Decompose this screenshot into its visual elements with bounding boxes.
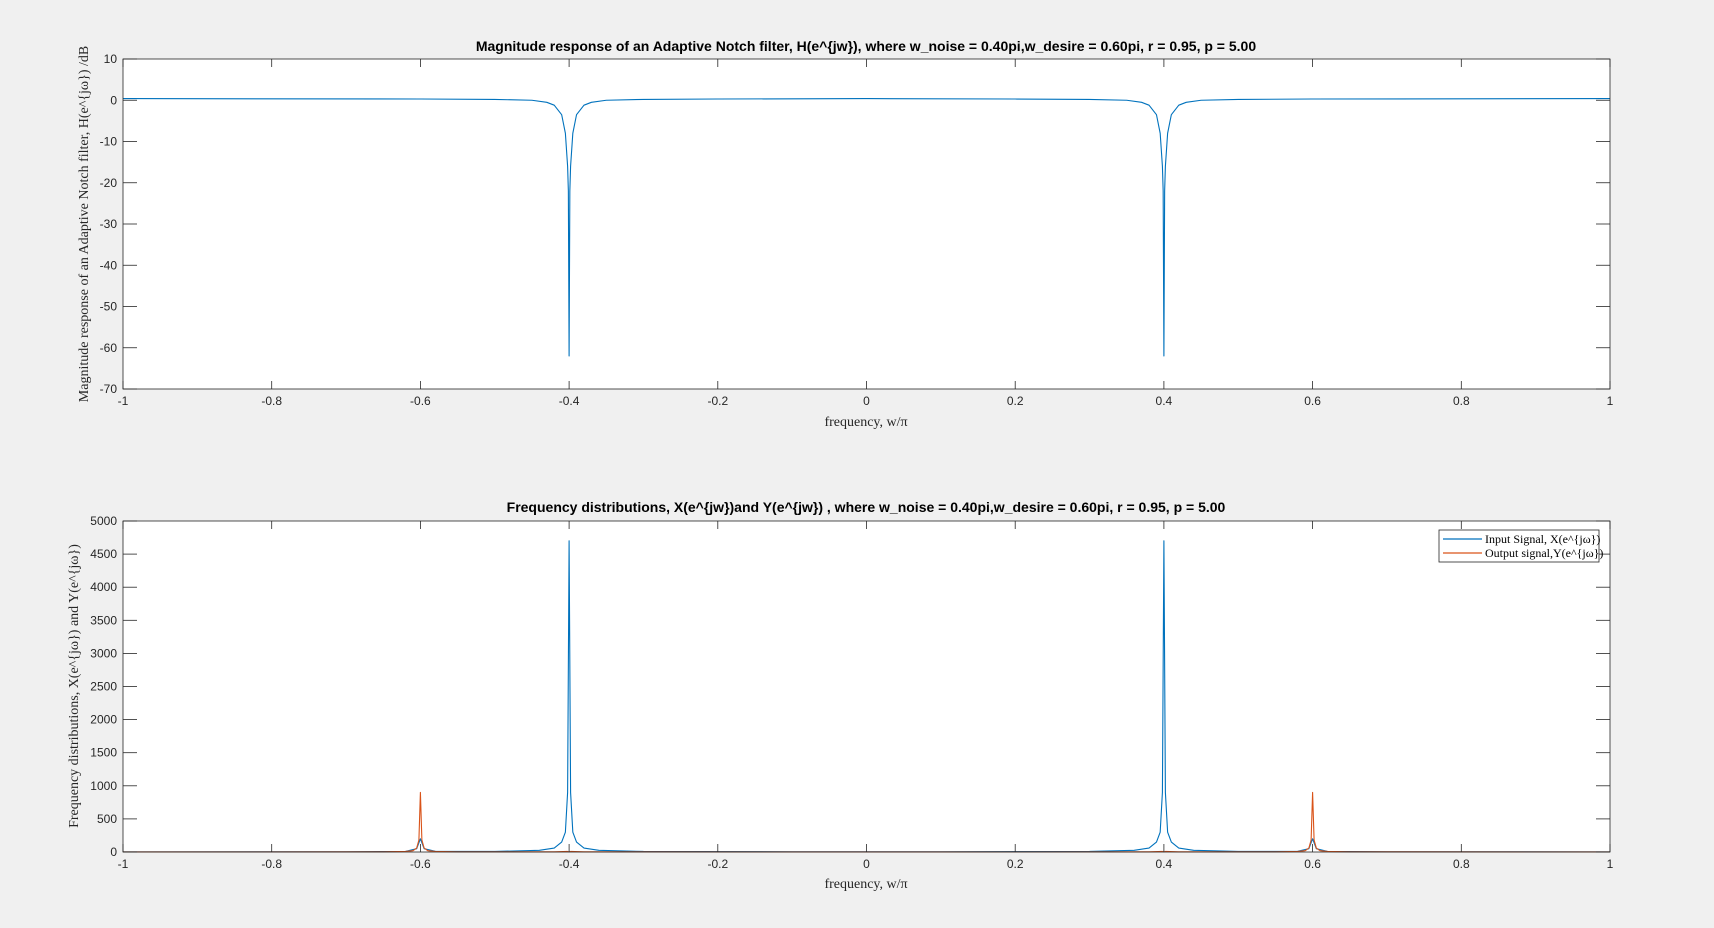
x-tick-label: -1 [118, 394, 129, 408]
x-tick-label: -0.8 [261, 394, 282, 408]
x-tick-label: 0.6 [1304, 857, 1321, 871]
y-tick-label: 3500 [90, 613, 117, 627]
y-tick-label: 10 [104, 52, 118, 66]
y-ticks: 10 0 -10 -20 -30 -40 -50 -60 -70 [100, 52, 1610, 396]
y-tick-label: 0 [110, 93, 117, 107]
series-group [122, 98, 1611, 357]
y-tick-label: 5000 [90, 514, 117, 528]
x-tick-label: 0 [863, 394, 870, 408]
x-axis-label: frequency, w/π [824, 415, 907, 430]
y-axis-label: Frequency distributions, X(e^{jω}) and Y… [67, 544, 82, 828]
x-ticks: -1 -0.8 -0.6 -0.4 -0.2 0 0.2 0.4 0.6 0.8 1 [118, 521, 1614, 871]
x-tick-label: -0.4 [559, 857, 580, 871]
x-tick-label: -0.6 [410, 394, 431, 408]
chart-title: Frequency distributions, X(e^{jw})and Y(… [507, 499, 1226, 515]
frequency-distribution-axes: -1 -0.8 -0.6 -0.4 -0.2 0 0.2 0.4 0.6 0.8 1 5000450… [67, 499, 1614, 892]
y-axis-label: Magnitude response of an Adaptive Notch … [77, 46, 92, 402]
y-tick-label: 500 [97, 812, 117, 826]
x-tick-label: 0.6 [1304, 394, 1321, 408]
x-tick-label: 0.4 [1156, 857, 1173, 871]
y-tick-label: 3000 [90, 646, 117, 660]
legend-label-output: Output signal,Y(e^{jω}) [1485, 546, 1603, 560]
y-tick-label: 4000 [90, 580, 117, 594]
x-tick-label: 0.4 [1156, 394, 1173, 408]
x-tick-label: -0.4 [559, 394, 580, 408]
x-tick-label: 0.8 [1453, 857, 1470, 871]
y-tick-label: 2000 [90, 713, 117, 727]
y-tick-label: 1500 [90, 746, 117, 760]
y-tick-label: -60 [100, 341, 118, 355]
legend: Input Signal, X(e^{jω}) Output signal,Y(… [1438, 529, 1603, 563]
x-tick-label: 0.8 [1453, 394, 1470, 408]
legend-box [1438, 529, 1600, 563]
y-tick-label: 2500 [90, 680, 117, 694]
x-tick-label: 0 [863, 857, 870, 871]
y-tick-label: -40 [100, 258, 118, 272]
x-tick-label: -0.6 [410, 857, 431, 871]
y-tick-label: -70 [100, 382, 118, 396]
magnitude-response-axes: -1 -0.8 -0.6 -0.4 -0.2 0 0.2 0.4 0.6 0.8 1 100-10-… [77, 38, 1614, 430]
y-tick-label: -50 [100, 300, 118, 314]
y-tick-label: 4500 [90, 547, 117, 561]
y-tick-label: -30 [100, 217, 118, 231]
y-tick-label: -20 [100, 176, 118, 190]
legend-label-input: Input Signal, X(e^{jω}) [1485, 532, 1600, 546]
x-axis-label: frequency, w/π [824, 877, 907, 892]
chart-title: Magnitude response of an Adaptive Notch … [476, 38, 1256, 54]
x-tick-label: 0.2 [1007, 857, 1024, 871]
y-tick-label: 0 [110, 845, 117, 859]
x-tick-label: 1 [1607, 394, 1614, 408]
series-line-0 [122, 98, 1611, 357]
plot-area [123, 59, 1610, 389]
x-tick-label: 1 [1607, 857, 1614, 871]
x-tick-label: -0.8 [261, 857, 282, 871]
x-tick-label: -0.2 [707, 394, 728, 408]
plot-area [123, 521, 1610, 852]
x-tick-label: 0.2 [1007, 394, 1024, 408]
y-tick-label: -10 [100, 135, 118, 149]
x-ticks: -1 -0.8 -0.6 -0.4 -0.2 0 0.2 0.4 0.6 0.8 1 [118, 59, 1614, 408]
x-tick-label: -0.2 [707, 857, 728, 871]
y-tick-label: 1000 [90, 779, 117, 793]
x-tick-label: -1 [118, 857, 129, 871]
